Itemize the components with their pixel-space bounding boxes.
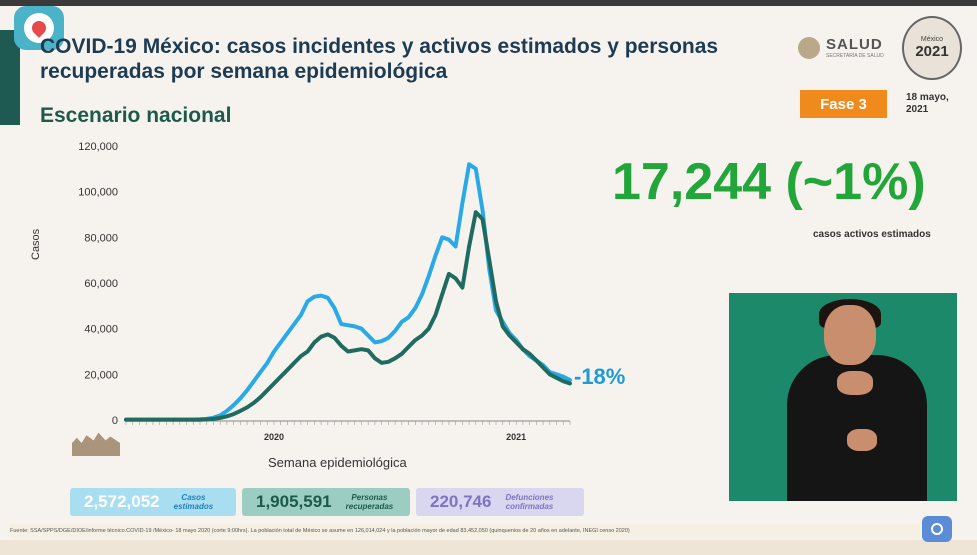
total-recovered: 1,905,591 Personas recuperadas <box>242 488 410 516</box>
logo-country: México <box>920 36 944 43</box>
phase-badge: Fase 3 <box>800 90 887 118</box>
camera-lens <box>931 523 943 535</box>
sign-language-interpreter <box>729 293 957 501</box>
y-tick-label: 100,000 <box>78 187 118 199</box>
change-percent: -18% <box>574 364 626 389</box>
x-axis-label: Semana epidemiológica <box>268 455 407 470</box>
total-recovered-label: Personas recuperadas <box>346 493 394 511</box>
year-label: 2021 <box>506 432 526 442</box>
total-recovered-label-1: Personas <box>351 493 388 502</box>
total-estimated-label-1: Casos <box>181 493 206 502</box>
sidebar-band <box>0 30 20 125</box>
total-deaths-label: Defunciones confirmadas <box>505 493 553 511</box>
interpreter-hand-2 <box>847 429 877 451</box>
report-date: 18 mayo, 2021 <box>906 92 949 115</box>
total-deaths-label-1: Defunciones <box>505 493 554 502</box>
interpreter-head <box>824 305 876 365</box>
y-tick-label: 20,000 <box>84 369 118 381</box>
page-subtitle: Escenario nacional <box>40 104 232 127</box>
page-title: COVID-19 México: casos incidentes y acti… <box>40 35 719 83</box>
total-deaths: 220,746 Defunciones confirmadas <box>416 488 584 516</box>
total-deaths-value: 220,746 <box>430 492 492 511</box>
total-estimated-label: Casos estimados <box>174 493 214 511</box>
series-line-activos <box>124 210 572 422</box>
series-line-incidentes <box>124 162 572 422</box>
active-cases-value: 17,244 (~1%) <box>612 153 926 211</box>
y-axis-label: Casos <box>30 228 42 260</box>
y-tick-label: 120,000 <box>78 141 118 153</box>
total-estimated-cases: 2,572,052 Casos estimados <box>70 488 236 516</box>
total-recovered-label-2: recuperadas <box>345 502 394 511</box>
source-footnote: Fuente: SSA/SPPS/DGE/DIOE/informe técnic… <box>10 524 920 538</box>
periscope-inner <box>24 13 54 43</box>
y-tick-label: 60,000 <box>84 278 118 290</box>
periscope-icon[interactable] <box>14 6 64 50</box>
y-tick-label: 40,000 <box>84 324 118 336</box>
active-cases-label: casos activos estimados <box>813 229 931 240</box>
salud-brand: SALUD <box>826 36 883 53</box>
y-tick-label: 0 <box>112 415 118 427</box>
salud-logo: SALUD SECRETARÍA DE SALUD <box>798 36 884 59</box>
bottom-band <box>0 540 977 555</box>
cases-line-chart: 0 20,000 40,000 60,000 80,000 100,000 120,000 2… <box>78 141 572 442</box>
total-deaths-label-2: confirmadas <box>505 502 554 511</box>
top-strip <box>0 0 977 6</box>
total-estimated-label-2: estimados <box>173 502 214 511</box>
mexico-2021-logo: México 2021 <box>902 16 962 80</box>
total-estimated-value: 2,572,052 <box>84 492 160 511</box>
year-label: 2020 <box>264 432 284 442</box>
camera-icon[interactable] <box>922 516 952 542</box>
logo-year: 2021 <box>915 43 949 60</box>
eagle-emblem-icon <box>798 36 820 59</box>
total-recovered-value: 1,905,591 <box>256 492 332 511</box>
salud-brand-sub: SECRETARÍA DE SALUD <box>826 53 884 59</box>
y-tick-label: 80,000 <box>84 232 118 244</box>
interpreter-hand <box>837 371 873 395</box>
